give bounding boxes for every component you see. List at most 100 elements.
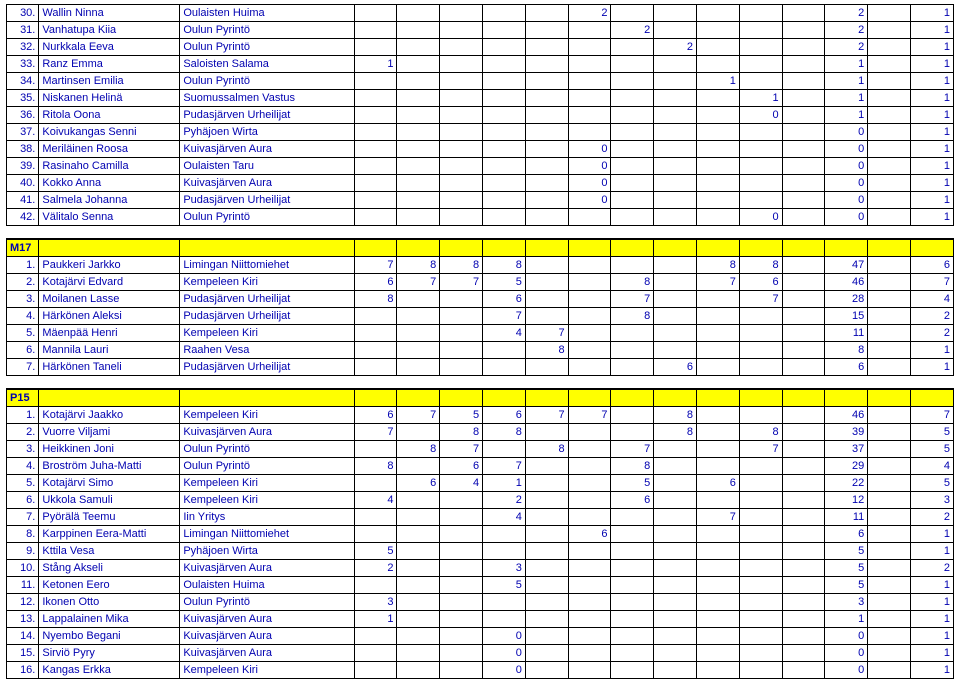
score-cell [568,342,611,359]
club-cell: Raahen Vesa [180,342,354,359]
score-cell [525,526,568,543]
rank-cell: 16. [7,662,39,679]
score-cell [354,662,397,679]
score-cell [483,141,526,158]
score-cell [739,308,782,325]
score-cell: 3 [354,594,397,611]
score-cell: 7 [483,458,526,475]
score-cell [782,492,825,509]
club-cell: Kuivasjärven Aura [180,175,354,192]
score-cell [654,291,697,308]
total-cell [868,594,911,611]
score-cell: 0 [825,141,868,158]
count-cell: 1 [911,543,954,560]
score-cell [397,90,440,107]
score-cell [782,124,825,141]
rank-cell: 5. [7,325,39,342]
score-cell [397,628,440,645]
score-cell [697,628,740,645]
count-cell: 2 [911,509,954,526]
table-row: 32.Nurkkala EevaOulun Pyrintö221 [7,39,954,56]
score-cell [782,5,825,22]
score-cell [739,475,782,492]
score-cell [568,124,611,141]
total-cell [868,645,911,662]
total-cell [868,274,911,291]
score-cell: 1 [739,90,782,107]
score-cell [525,308,568,325]
club-cell: Kempeleen Kiri [180,662,354,679]
score-cell: 7 [483,308,526,325]
total-cell [868,509,911,526]
rank-cell: 39. [7,158,39,175]
score-cell [654,274,697,291]
score-cell [654,526,697,543]
rank-cell: 30. [7,5,39,22]
score-cell [525,458,568,475]
score-cell [611,611,654,628]
club-cell: Oulaisten Huima [180,5,354,22]
score-cell [568,325,611,342]
score-cell [525,5,568,22]
name-cell: Ketonen Eero [39,577,180,594]
score-cell [611,509,654,526]
score-cell: 2 [654,39,697,56]
score-cell: 2 [611,22,654,39]
score-cell: 7 [568,407,611,424]
name-cell: Pyörälä Teemu [39,509,180,526]
score-cell [611,56,654,73]
score-cell: 2 [483,492,526,509]
table-row: 2.Vuorre ViljamiKuivasjärven Aura7888839… [7,424,954,441]
total-cell [868,577,911,594]
score-cell [354,441,397,458]
score-cell: 0 [483,628,526,645]
club-cell: Kempeleen Kiri [180,274,354,291]
score-cell [440,325,483,342]
score-cell: 5 [483,577,526,594]
score-cell [654,22,697,39]
club-cell: Pudasjärven Urheilijat [180,192,354,209]
table-row: 3.Moilanen LassePudasjärven Urheilijat86… [7,291,954,308]
score-cell [354,124,397,141]
rank-cell: 34. [7,73,39,90]
club-cell: Kuivasjärven Aura [180,560,354,577]
score-cell [440,359,483,376]
score-cell [440,209,483,226]
rank-cell: 6. [7,342,39,359]
score-cell [397,458,440,475]
score-cell: 6 [568,526,611,543]
name-cell: Karppinen Eera-Matti [39,526,180,543]
club-cell: Kempeleen Kiri [180,475,354,492]
club-cell: Oulun Pyrintö [180,209,354,226]
score-cell [739,342,782,359]
table-row: 6.Ukkola SamuliKempeleen Kiri426123 [7,492,954,509]
score-cell: 7 [697,509,740,526]
score-cell [697,560,740,577]
score-cell: 7 [397,274,440,291]
score-cell [611,175,654,192]
club-cell: Oulun Pyrintö [180,22,354,39]
name-cell: Ukkola Samuli [39,492,180,509]
name-cell: Vanhatupa Kiia [39,22,180,39]
total-cell [868,90,911,107]
score-cell [782,90,825,107]
table-row: 33.Ranz EmmaSaloisten Salama111 [7,56,954,73]
score-cell [440,628,483,645]
score-cell [397,73,440,90]
score-cell [782,594,825,611]
score-cell [483,209,526,226]
score-cell [525,257,568,274]
score-cell [697,209,740,226]
count-cell: 1 [911,124,954,141]
count-cell: 1 [911,90,954,107]
score-cell [782,22,825,39]
score-cell [739,458,782,475]
score-cell [697,56,740,73]
results-table: 30.Wallin NinnaOulaisten Huima22131.Vanh… [6,4,954,679]
score-cell [697,5,740,22]
score-cell [782,475,825,492]
score-cell [397,124,440,141]
score-cell: 0 [825,209,868,226]
score-cell [739,662,782,679]
score-cell [654,209,697,226]
